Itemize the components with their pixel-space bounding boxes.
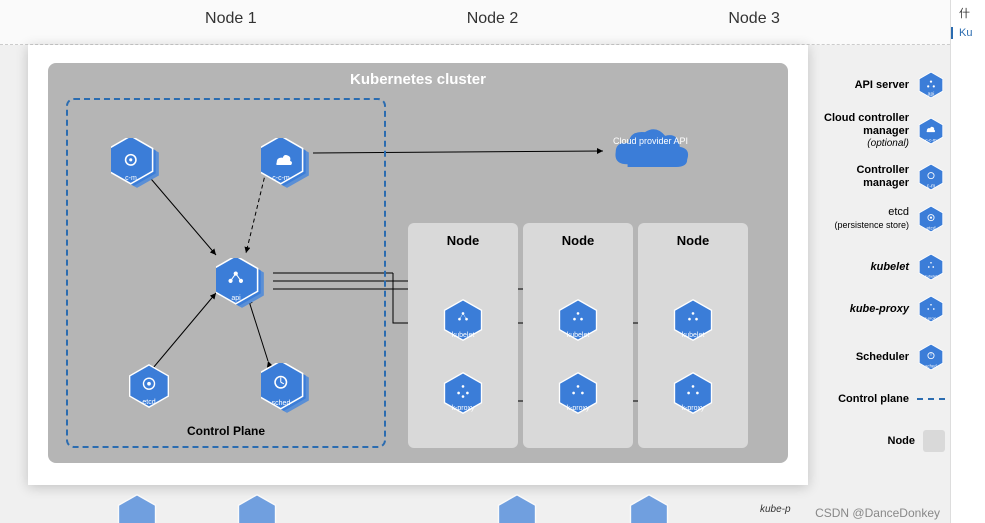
legend-cm: Controller manager c-m xyxy=(810,162,945,192)
bg-node2: Node 2 xyxy=(467,10,519,44)
cm-hex: c-m xyxy=(111,138,163,190)
etcd-icon: etcd xyxy=(917,205,945,233)
bg-kube-p-label: kube-p xyxy=(760,504,791,515)
cloud-label: Cloud provider API xyxy=(603,137,698,147)
svg-text:api: api xyxy=(928,92,935,98)
cluster-title: Kubernetes cluster xyxy=(48,71,788,88)
legend-etcd: etcd(persistence store) etcd xyxy=(810,204,945,234)
cm-icon: c-m xyxy=(917,163,945,191)
cp-line-icon xyxy=(917,398,945,400)
api-hex: api xyxy=(216,258,268,310)
node-box-1: Node kubelet k-proxy xyxy=(408,223,518,448)
bg-hex xyxy=(627,493,671,523)
kproxy-hex: k-proxy xyxy=(441,371,485,415)
svg-text:c-c-m: c-c-m xyxy=(925,138,936,143)
bg-hex xyxy=(495,493,539,523)
diagram-card: Kubernetes cluster xyxy=(28,45,808,485)
svg-text:etcd: etcd xyxy=(927,226,936,232)
right-sidebar-snippet: 什 Ku xyxy=(950,0,985,523)
cloud-provider-api: Cloud provider API xyxy=(603,123,698,178)
legend-cp: Control plane xyxy=(810,384,945,414)
bg-node1: Node 1 xyxy=(205,10,257,44)
legend-node: Node xyxy=(810,426,945,456)
kubelet-hex: kubelet xyxy=(556,298,600,342)
cluster-box: Kubernetes cluster xyxy=(48,63,788,463)
kubelet-hex: kubelet xyxy=(671,298,715,342)
control-plane-label: Control Plane xyxy=(68,424,384,438)
svg-text:k-proxy: k-proxy xyxy=(925,316,938,321)
etcd-hex: etcd xyxy=(126,363,172,409)
ccm-icon: c-c-m xyxy=(917,117,945,145)
legend-sched: Scheduler sched xyxy=(810,342,945,372)
legend: API server api Cloud controller manager(… xyxy=(810,70,945,468)
api-icon: api xyxy=(917,71,945,99)
kubelet-hex: kubelet xyxy=(441,298,485,342)
background-node-labels: Node 1 Node 2 Node 3 xyxy=(0,0,985,45)
kproxy-hex: k-proxy xyxy=(671,371,715,415)
legend-api: API server api xyxy=(810,70,945,100)
legend-kubelet: kubelet kubelet xyxy=(810,252,945,282)
legend-kproxy: kube-proxy k-proxy xyxy=(810,294,945,324)
watermark: CSDN @DanceDonkey xyxy=(815,506,940,520)
bg-node3: Node 3 xyxy=(728,10,780,44)
node-square-icon xyxy=(923,430,945,452)
kproxy-icon: k-proxy xyxy=(917,295,945,323)
legend-ccm: Cloud controller manager(optional) c-c-m xyxy=(810,112,945,150)
svg-text:kubelet: kubelet xyxy=(925,274,939,279)
bg-hex xyxy=(115,493,159,523)
svg-text:c-m: c-m xyxy=(927,184,935,190)
ccm-hex: c-c-m xyxy=(261,138,313,190)
kproxy-hex: k-proxy xyxy=(556,371,600,415)
sched-hex: sched xyxy=(261,363,313,415)
node-box-2: Node kubelet k-proxy xyxy=(523,223,633,448)
svg-text:sched: sched xyxy=(925,364,937,369)
node-box-3: Node kubelet k-proxy xyxy=(638,223,748,448)
bg-hex xyxy=(235,493,279,523)
sched-icon: sched xyxy=(917,343,945,371)
kubelet-icon: kubelet xyxy=(917,253,945,281)
